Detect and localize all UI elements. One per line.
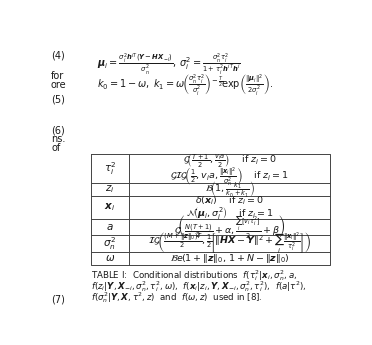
Text: ore: ore xyxy=(51,80,67,90)
Text: $\mathcal{B}\!\left(1, \frac{k_1}{k_0+k_1}\right)$: $\mathcal{B}\!\left(1, \frac{k_1}{k_0+k_… xyxy=(205,179,254,199)
Text: $\omega$: $\omega$ xyxy=(105,253,115,263)
Text: $\mathcal{G}\!\left(\frac{T+1}{2}, \frac{v_i a}{2}\right)\quad$ if $z_i = 0$: $\mathcal{G}\!\left(\frac{T+1}{2}, \frac… xyxy=(183,152,276,169)
Text: (7): (7) xyxy=(51,294,65,304)
Text: $\mathcal{GIG}\!\left(\frac{1}{2}, v_i a, \frac{\|\boldsymbol{x}_i\|^2}{\sigma_n: $\mathcal{GIG}\!\left(\frac{1}{2}, v_i a… xyxy=(170,165,289,188)
Text: $a$: $a$ xyxy=(106,222,114,232)
Text: $\tau_i^2$: $\tau_i^2$ xyxy=(104,160,116,177)
Text: (6): (6) xyxy=(51,125,65,135)
Text: $\mathcal{G}\!\left(\frac{N(T+1)}{2}+\alpha, \frac{\sum_i[v_i\tau_i^2]}{2}+\beta: $\mathcal{G}\!\left(\frac{N(T+1)}{2}+\al… xyxy=(174,214,285,240)
Text: $f(z_i|\boldsymbol{Y}, \boldsymbol{X}_{-i}, \sigma_n^2, \tau_i^2, \omega)$,  $f(: $f(z_i|\boldsymbol{Y}, \boldsymbol{X}_{-… xyxy=(91,279,307,294)
Text: $\sigma_n^2$: $\sigma_n^2$ xyxy=(103,235,116,252)
Text: $\boldsymbol{\mu}_i = \frac{\sigma_i^2 \boldsymbol{h}^{iT}(\boldsymbol{Y} - \bol: $\boldsymbol{\mu}_i = \frac{\sigma_i^2 \… xyxy=(97,52,241,77)
Text: $\mathcal{N}\!\left(\boldsymbol{\mu}_i, \sigma_i^2\right)\quad$ if $z_i = 1$: $\mathcal{N}\!\left(\boldsymbol{\mu}_i, … xyxy=(186,205,273,221)
Text: $\delta(\boldsymbol{x}_i)\quad$ if $z_i = 0$: $\delta(\boldsymbol{x}_i)\quad$ if $z_i … xyxy=(195,195,264,207)
Text: (4): (4) xyxy=(51,51,65,61)
Text: ns.: ns. xyxy=(51,134,65,144)
Text: $k_0 = 1-\omega,\; k_1 = \omega\!\left(\frac{\sigma_n^2\tau_i^2}{\sigma_i^2}\rig: $k_0 = 1-\omega,\; k_1 = \omega\!\left(\… xyxy=(97,73,273,98)
Text: $\mathcal{B}e\!\left(1+\|\boldsymbol{z}\|_0,\, 1+N-\|\boldsymbol{z}\|_0\right)$: $\mathcal{B}e\!\left(1+\|\boldsymbol{z}\… xyxy=(170,252,289,265)
Text: TABLE I:  Conditional distributions  $f(\tau_i^2|\boldsymbol{x}_i, \sigma_n^2, a: TABLE I: Conditional distributions $f(\t… xyxy=(91,268,297,283)
Text: of: of xyxy=(52,143,61,153)
Text: (5): (5) xyxy=(51,95,65,105)
Text: $\mathcal{IG}\!\left(\frac{(M+\|\boldsymbol{z}\|_0)T}{2}, \frac{1}{2}\!\left[\|\: $\mathcal{IG}\!\left(\frac{(M+\|\boldsym… xyxy=(148,231,311,256)
Text: for: for xyxy=(51,71,64,81)
Text: $f(\sigma_n^2|\boldsymbol{Y}, \boldsymbol{X}, \tau^2, z)$  and  $f(\omega, z)$  : $f(\sigma_n^2|\boldsymbol{Y}, \boldsymbo… xyxy=(91,290,263,305)
Text: $\boldsymbol{x}_i$: $\boldsymbol{x}_i$ xyxy=(104,201,116,213)
Text: $z_i$: $z_i$ xyxy=(105,184,115,195)
